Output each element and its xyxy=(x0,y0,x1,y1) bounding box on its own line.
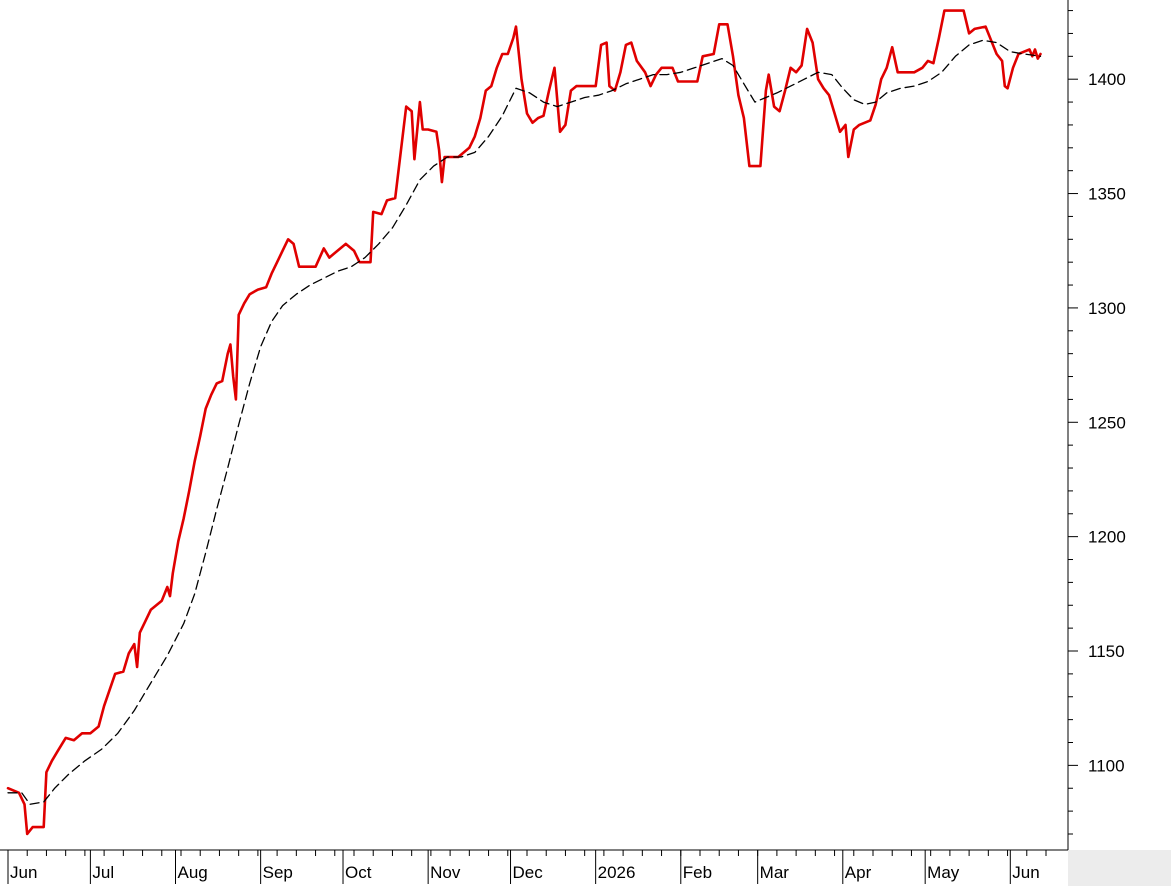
y-axis-ticks: 1100 1150 1200 1250 1300 1350 1400 xyxy=(1068,10,1126,835)
x-tick-label: Dec xyxy=(513,863,544,882)
x-tick-label: Mar xyxy=(760,863,790,882)
x-tick-label: Sep xyxy=(263,863,293,882)
y-tick-label: 1300 xyxy=(1088,299,1126,318)
y-tick-label: 1350 xyxy=(1088,185,1126,204)
x-tick-label: Aug xyxy=(178,863,208,882)
x-tick-label: 2026 xyxy=(598,863,636,882)
x-tick-label: Oct xyxy=(345,863,372,882)
price-line xyxy=(6,9,1042,836)
y-tick-label: 1400 xyxy=(1088,70,1126,89)
y-tick-label: 1100 xyxy=(1088,756,1125,775)
x-tick-label: Feb xyxy=(683,863,712,882)
x-tick-label: Nov xyxy=(430,863,461,882)
x-tick-label: May xyxy=(927,863,960,882)
x-tick-label: Jun xyxy=(10,863,37,882)
y-tick-label: 1200 xyxy=(1088,528,1126,547)
y-tick-label: 1150 xyxy=(1088,642,1125,661)
y-tick-label: 1250 xyxy=(1088,413,1126,432)
corner-panel xyxy=(1068,850,1171,886)
moving-average-line xyxy=(7,39,1042,805)
series-layer xyxy=(6,9,1042,836)
x-tick-label: Apr xyxy=(845,863,872,882)
x-tick-label: Jun xyxy=(1012,863,1039,882)
x-axis-ticks: Jun Jul Aug Sep Oct Nov Dec 2026 Feb Mar Apr May Jun xyxy=(7,850,1047,884)
x-tick-label: Jul xyxy=(92,863,114,882)
